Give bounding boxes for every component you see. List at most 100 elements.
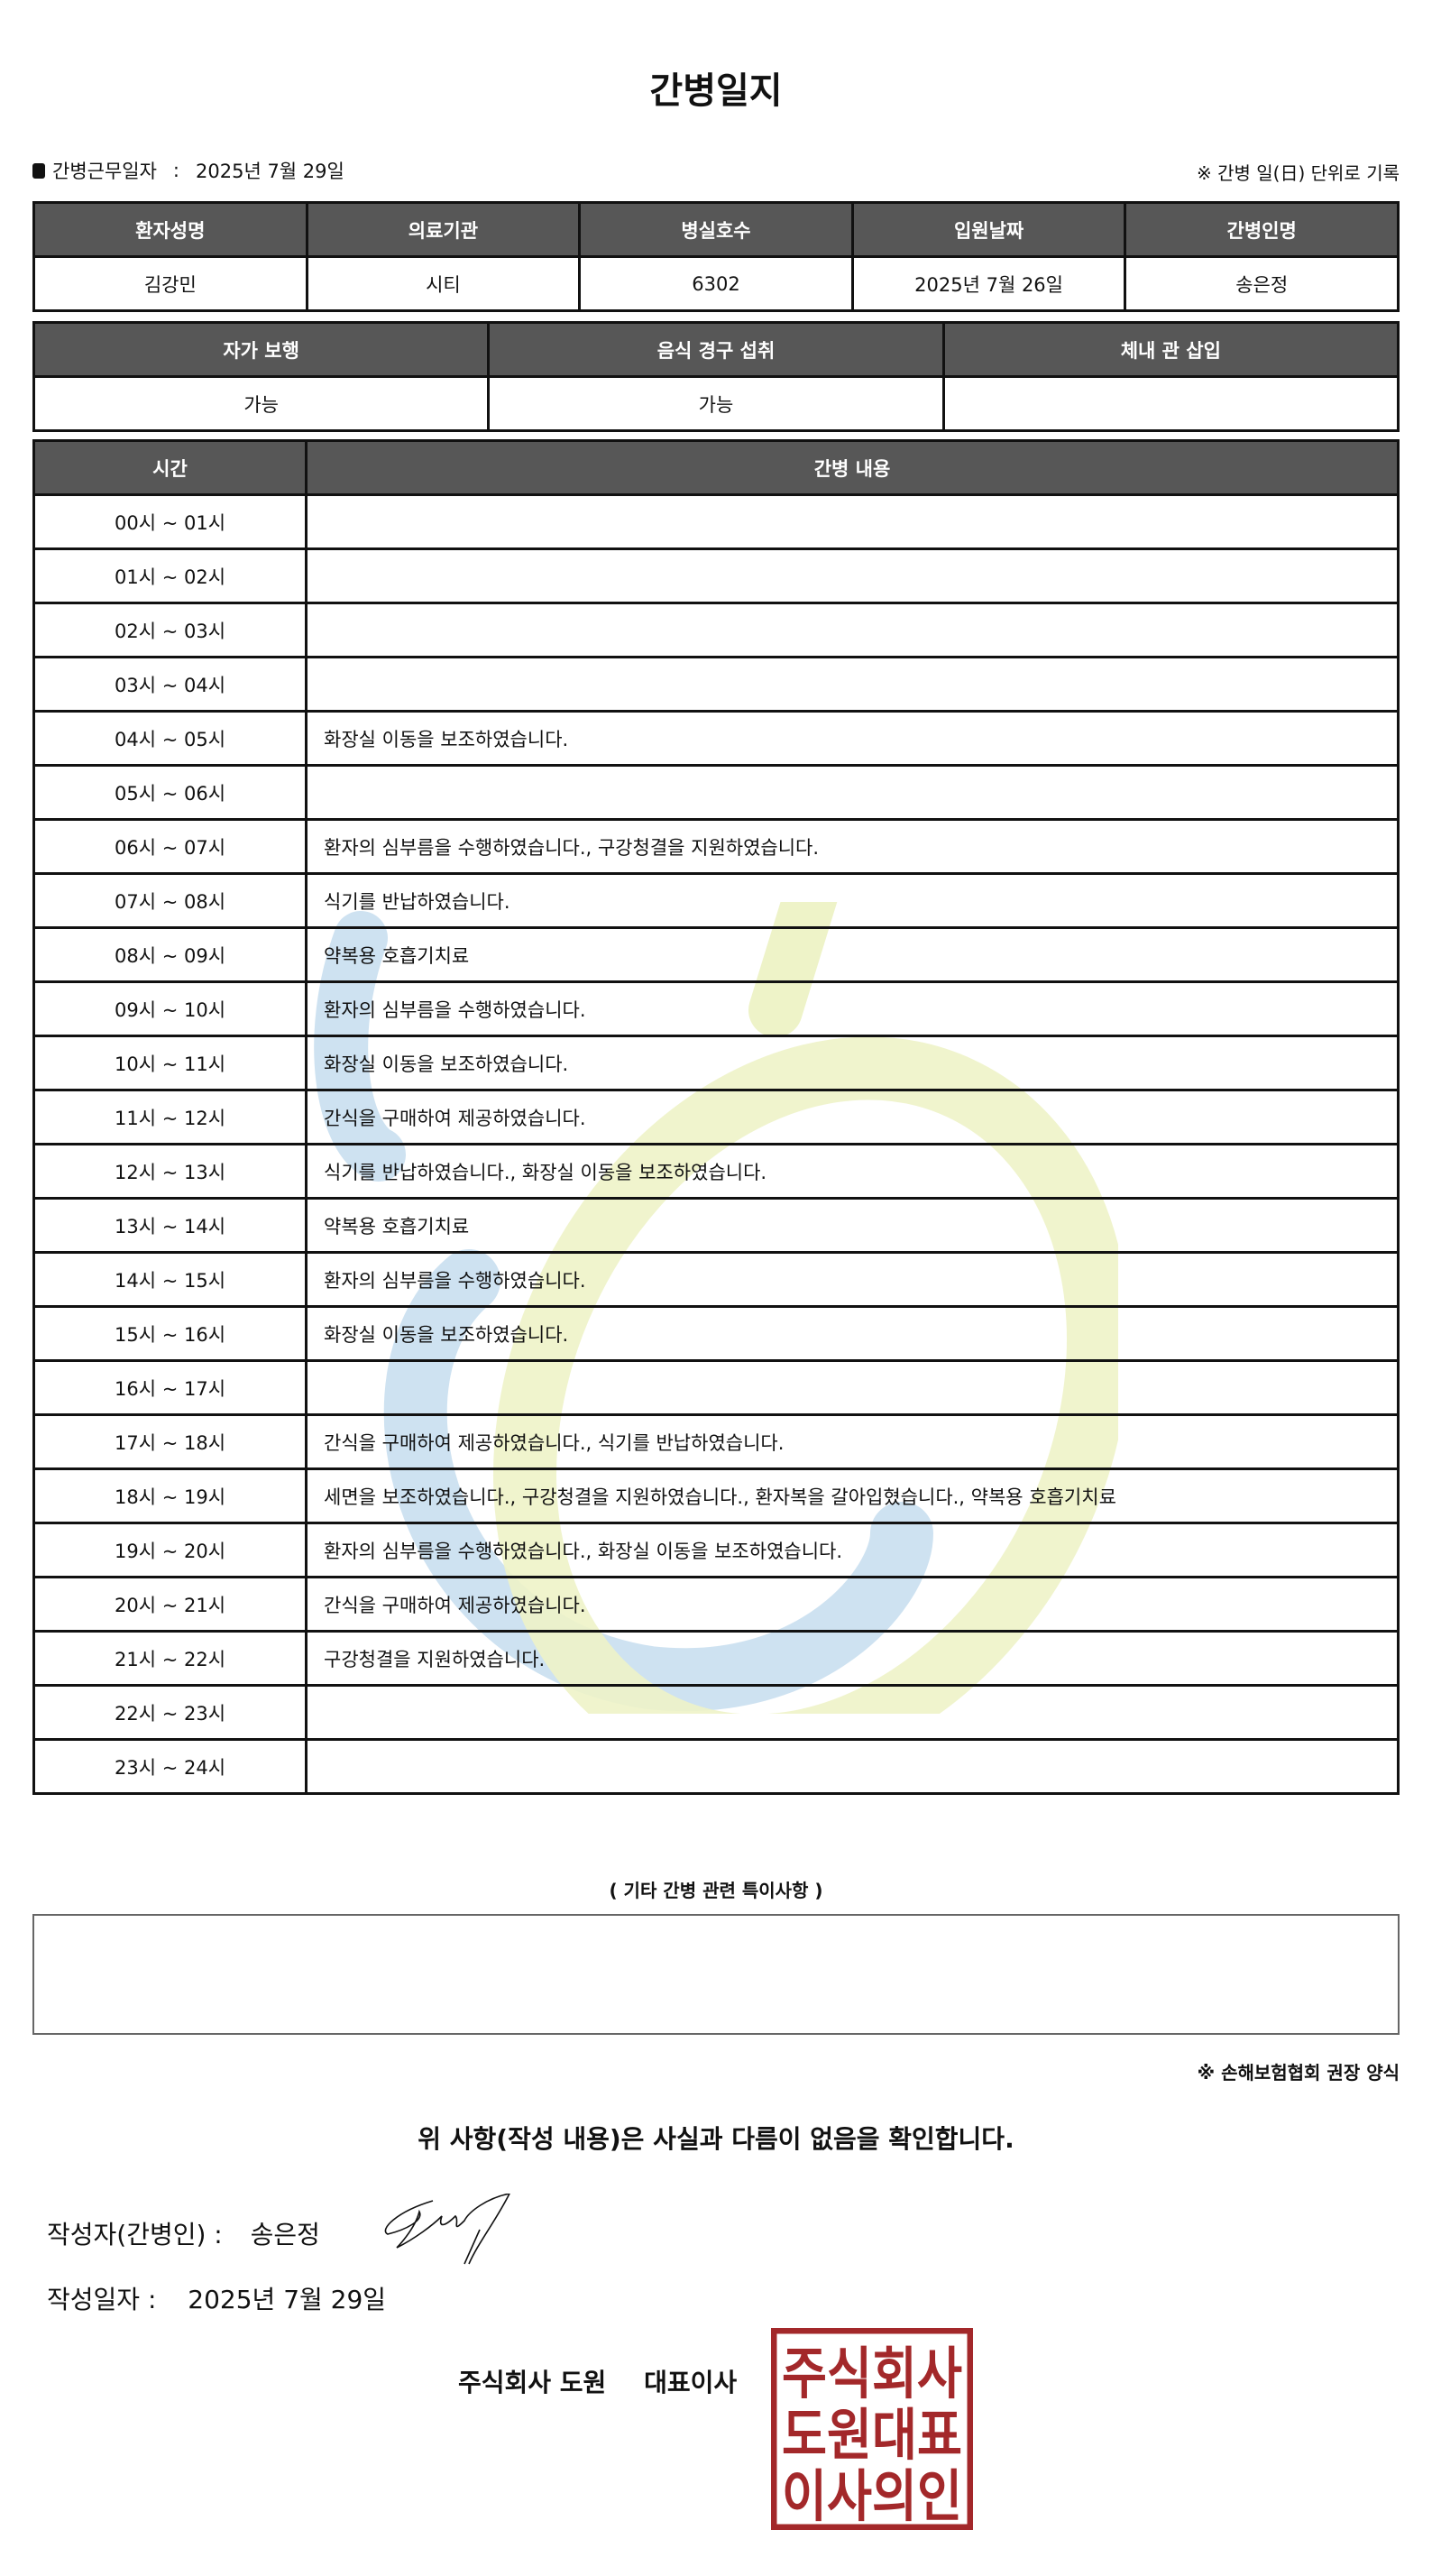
table-row: 20시 ~ 21시 간식을 구매하여 제공하였습니다. [32, 1576, 1400, 1633]
table-row: 22시 ~ 23시 [32, 1684, 1400, 1741]
table-row: 14시 ~ 15시 환자의 심부름을 수행하였습니다. [32, 1251, 1400, 1308]
table-row: 01시 ~ 02시 [32, 547, 1400, 604]
header-admission-date: 입원날짜 [850, 201, 1127, 258]
care-content: 환자의 심부름을 수행하였습니다., 구강청결을 지원하였습니다. [305, 818, 1400, 875]
write-date-label: 작성일자 : [47, 2285, 157, 2314]
table-row: 11시 ~ 12시 간식을 구매하여 제공하였습니다. [32, 1089, 1400, 1145]
care-content: 세면을 보조하였습니다., 구강청결을 지원하였습니다., 환자복을 갈아입혔습… [305, 1467, 1400, 1524]
time-slot: 18시 ~ 19시 [32, 1467, 308, 1524]
table-row: 08시 ~ 09시 약복용 호흡기치료 [32, 926, 1400, 983]
header-time: 시간 [32, 439, 308, 496]
table-row: 00시 ~ 01시 [32, 493, 1400, 550]
time-slot: 09시 ~ 10시 [32, 980, 308, 1037]
care-content [305, 764, 1400, 821]
header-hospital: 의료기관 [305, 201, 582, 258]
table-row: 10시 ~ 11시 화장실 이동을 보조하였습니다. [32, 1035, 1400, 1091]
patient-status-table: 자가 보행 음식 경구 섭취 체내 관 삽입 가능 가능 [32, 321, 1400, 432]
time-slot: 11시 ~ 12시 [32, 1089, 308, 1145]
time-slot: 08시 ~ 09시 [32, 926, 308, 983]
company-seal: 주식회사 도원대표 이사의인 [771, 2328, 973, 2530]
care-content: 화장실 이동을 보조하였습니다. [305, 1035, 1400, 1091]
walking-value: 가능 [32, 375, 491, 432]
duty-date-value: 2025년 7월 29일 [196, 161, 344, 182]
care-content: 약복용 호흡기치료 [305, 926, 1400, 983]
care-content [305, 493, 1400, 550]
table-row: 17시 ~ 18시 간식을 구매하여 제공하였습니다., 식기를 반납하였습니다. [32, 1413, 1400, 1470]
care-content: 약복용 호흡기치료 [305, 1197, 1400, 1254]
header-tube: 체내 관 삽입 [941, 321, 1400, 378]
bullet-icon [32, 162, 45, 179]
writer-name: 송은정 [250, 2220, 320, 2249]
patient-info-table: 환자성명 의료기관 병실호수 입원날짜 간병인명 김강민 시티 6302 202… [32, 201, 1400, 312]
care-content: 식기를 반납하였습니다., 화장실 이동을 보조하였습니다. [305, 1143, 1400, 1200]
table-row: 03시 ~ 04시 [32, 656, 1400, 713]
write-date-line: 작성일자 : 2025년 7월 29일 [47, 2280, 386, 2316]
table-row: 13시 ~ 14시 약복용 호흡기치료 [32, 1197, 1400, 1254]
time-slot: 20시 ~ 21시 [32, 1576, 308, 1633]
svg-text:주식회사: 주식회사 [782, 2341, 962, 2406]
svg-text:도원대표: 도원대표 [782, 2402, 962, 2468]
care-content: 환자의 심부름을 수행하였습니다., 화장실 이동을 보조하였습니다. [305, 1522, 1400, 1578]
room-number: 6302 [578, 255, 854, 312]
time-slot: 04시 ~ 05시 [32, 710, 308, 767]
time-slot: 16시 ~ 17시 [32, 1359, 308, 1416]
care-content: 구강청결을 지원하였습니다. [305, 1630, 1400, 1687]
care-content [305, 656, 1400, 713]
care-content: 간식을 구매하여 제공하였습니다. [305, 1089, 1400, 1145]
care-content [305, 1684, 1400, 1741]
svg-text:이사의인: 이사의인 [782, 2463, 962, 2529]
table-row: 16시 ~ 17시 [32, 1359, 1400, 1416]
admission-date: 2025년 7월 26일 [850, 255, 1127, 312]
hospital: 시티 [305, 255, 582, 312]
signature [384, 2194, 510, 2265]
writer-label: 작성자(간병인) : [47, 2220, 223, 2249]
care-content [305, 1738, 1400, 1795]
header-room: 병실호수 [578, 201, 854, 258]
company-line: 주식회사 도원 대표이사 [458, 2363, 737, 2399]
header-care-content: 간병 내용 [305, 439, 1400, 496]
care-content: 환자의 심부름을 수행하였습니다. [305, 1251, 1400, 1308]
company-name: 주식회사 도원 [458, 2368, 607, 2397]
time-slot: 12시 ~ 13시 [32, 1143, 308, 1200]
write-date: 2025년 7월 29일 [188, 2285, 387, 2314]
ceo-label: 대표이사 [644, 2368, 738, 2397]
header-oral-intake: 음식 경구 섭취 [487, 321, 945, 378]
care-content: 식기를 반납하였습니다. [305, 872, 1400, 929]
duty-date-label: 간병근무일자 [52, 161, 157, 182]
duty-date-sep: : [172, 160, 179, 181]
time-slot: 07시 ~ 08시 [32, 872, 308, 929]
oral-intake-value: 가능 [487, 375, 945, 432]
header-patient-name: 환자성명 [32, 201, 308, 258]
time-slot: 15시 ~ 16시 [32, 1305, 308, 1362]
form-source-note: ※ 손해보험협회 권장 양식 [1197, 2062, 1400, 2084]
care-content: 환자의 심부름을 수행하였습니다. [305, 980, 1400, 1037]
time-slot: 02시 ~ 03시 [32, 602, 308, 658]
time-slot: 00시 ~ 01시 [32, 493, 308, 550]
writer-line: 작성자(간병인) : 송은정 [47, 2215, 320, 2251]
time-slot: 06시 ~ 07시 [32, 818, 308, 875]
time-slot: 17시 ~ 18시 [32, 1413, 308, 1470]
care-content: 화장실 이동을 보조하였습니다. [305, 710, 1400, 767]
care-log-table: 시간 간병 내용 00시 ~ 01시 01시 ~ 02시 02시 ~ 03시 03시 … [32, 439, 1400, 1795]
care-content: 간식을 구매하여 제공하였습니다. [305, 1576, 1400, 1633]
page-title: 간병일지 [649, 70, 783, 112]
table-row: 21시 ~ 22시 구강청결을 지원하였습니다. [32, 1630, 1400, 1687]
time-slot: 22시 ~ 23시 [32, 1684, 308, 1741]
table-row: 09시 ~ 10시 환자의 심부름을 수행하였습니다. [32, 980, 1400, 1037]
care-content: 화장실 이동을 보조하였습니다. [305, 1305, 1400, 1362]
care-content [305, 1359, 1400, 1416]
table-row: 06시 ~ 07시 환자의 심부름을 수행하였습니다., 구강청결을 지원하였습니… [32, 818, 1400, 875]
care-content [305, 547, 1400, 604]
table-row: 04시 ~ 05시 화장실 이동을 보조하였습니다. [32, 710, 1400, 767]
time-slot: 21시 ~ 22시 [32, 1630, 308, 1687]
care-content: 간식을 구매하여 제공하였습니다., 식기를 반납하였습니다. [305, 1413, 1400, 1470]
time-slot: 19시 ~ 20시 [32, 1522, 308, 1578]
tube-value [941, 375, 1400, 432]
table-row: 02시 ~ 03시 [32, 602, 1400, 658]
time-slot: 13시 ~ 14시 [32, 1197, 308, 1254]
care-content [305, 602, 1400, 658]
time-slot: 14시 ~ 15시 [32, 1251, 308, 1308]
table-row: 15시 ~ 16시 화장실 이동을 보조하였습니다. [32, 1305, 1400, 1362]
patient-name: 김강민 [32, 255, 308, 312]
header-caregiver: 간병인명 [1124, 201, 1400, 258]
